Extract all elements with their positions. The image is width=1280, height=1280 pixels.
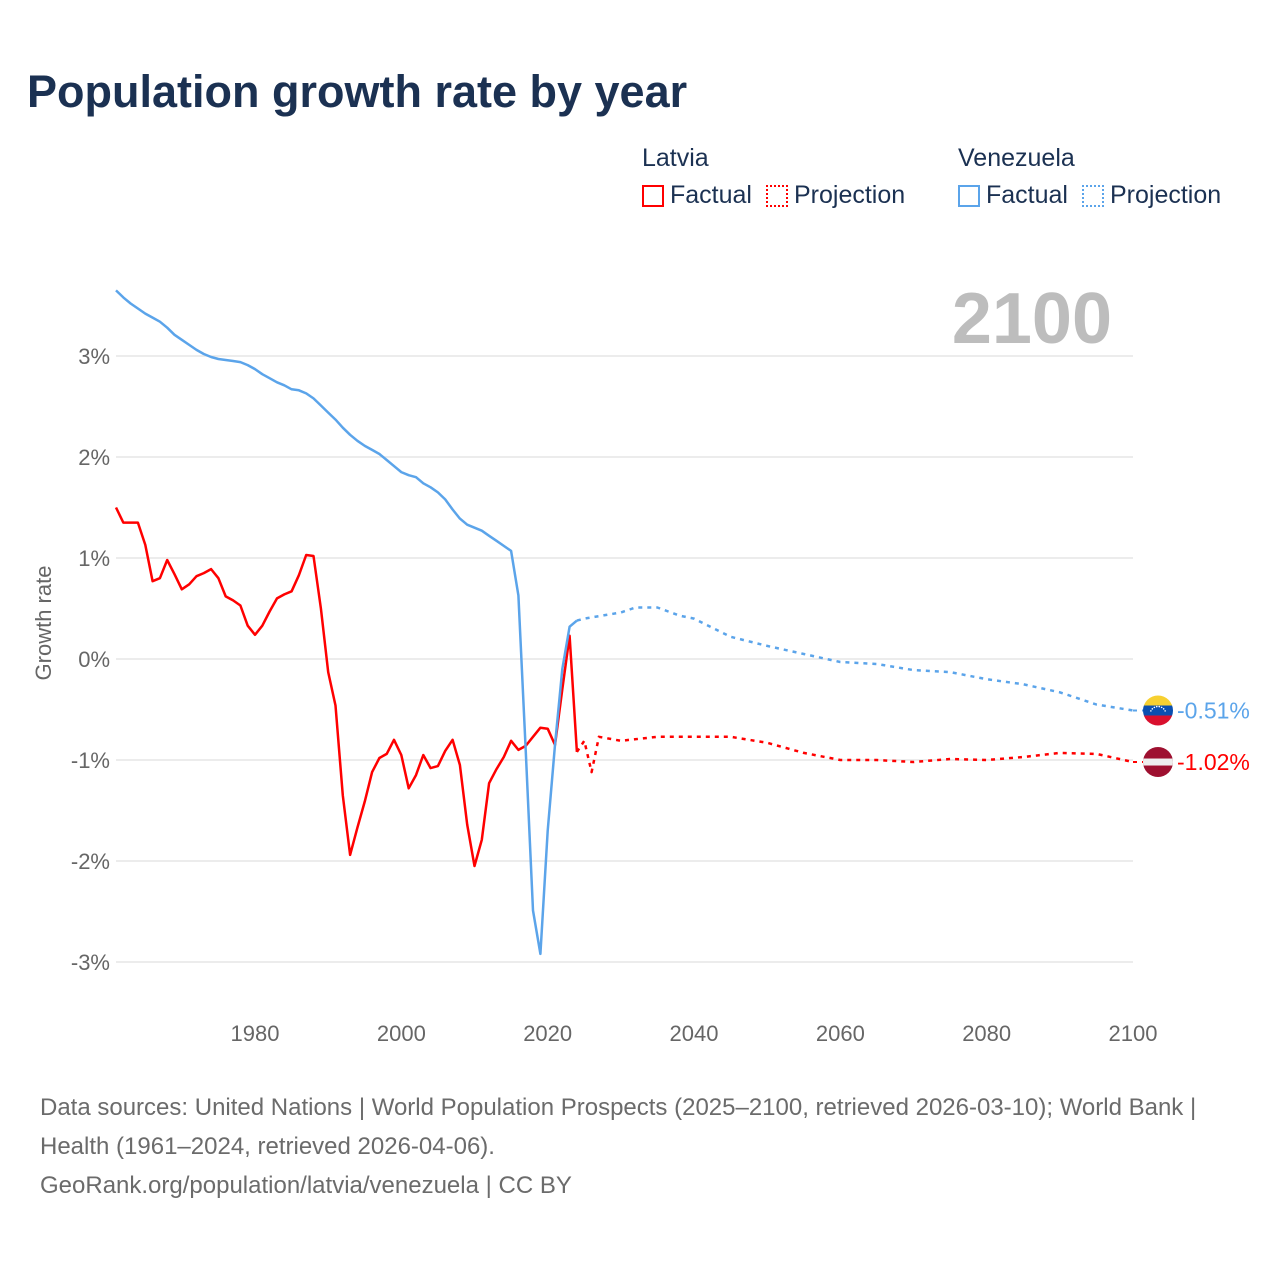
flag-body (1143, 747, 1173, 778)
flag-stripe (1143, 705, 1173, 716)
x-tick-label: 2100 (1109, 1021, 1158, 1046)
series-line-venezuela-factual (115, 289, 578, 956)
series-line-venezuela-projection (576, 606, 1134, 712)
y-tick-label: -1% (71, 748, 110, 773)
end-value-label: -1.02% (1177, 749, 1250, 775)
y-tick-label: 3% (78, 344, 110, 369)
x-tick-label: 2020 (523, 1021, 572, 1046)
legend-country-label: Venezuela (958, 144, 1075, 172)
legend-swatch-dotted (765, 184, 788, 207)
flag-star (1160, 706, 1163, 709)
flag-star (1164, 710, 1166, 712)
legend-venezuela-factual[interactable]: Factual (958, 181, 1068, 210)
x-tick-label: 2080 (962, 1021, 1011, 1046)
credit-link[interactable]: GeoRank.org/population/latvia/venezuela … (40, 1172, 572, 1199)
end-value-label: -0.51% (1177, 698, 1250, 724)
legend-swatch-dotted (1081, 184, 1104, 207)
legend-swatch-solid (958, 184, 980, 207)
legend-latvia-projection[interactable]: Projection (765, 181, 906, 210)
legend-venezuela: Venezuela Factual Projection (958, 144, 1221, 210)
flag-star (1162, 708, 1165, 710)
y-tick-label: -2% (71, 849, 110, 874)
latvia-flag-icon (1143, 747, 1173, 778)
legend-label: Factual (670, 181, 752, 209)
flag-star (1151, 708, 1154, 710)
legend-label: Factual (986, 181, 1068, 209)
y-tick-label: 0% (78, 647, 110, 672)
y-tick-label: 2% (78, 445, 110, 470)
legend-country-label: Latvia (642, 144, 709, 172)
legend-latvia-factual[interactable]: Factual (642, 181, 752, 210)
legend-swatch-solid (642, 184, 664, 207)
legend-label: Projection (1109, 181, 1222, 209)
y-tick-label: 1% (78, 546, 110, 571)
legend-venezuela-projection[interactable]: Projection (1081, 181, 1222, 210)
data-sources: Data sources: United Nations | World Pop… (40, 1094, 1197, 1160)
flag-stripe (1143, 715, 1173, 726)
flag-stripe (1143, 695, 1173, 706)
flag-star (1150, 710, 1152, 712)
flag-star (1158, 705, 1161, 708)
legend-latvia: Latvia Factual Projection (642, 144, 905, 210)
x-tick-label: 1980 (231, 1021, 280, 1046)
flag-stripe (1143, 758, 1173, 766)
legend-label: Projection (793, 181, 906, 209)
series-line-latvia-projection (575, 735, 1134, 774)
x-tick-label: 2040 (670, 1021, 719, 1046)
chart-title: Population growth rate by year (27, 66, 688, 117)
venezuela-flag-icon (1143, 695, 1173, 726)
current-year-label: 2100 (952, 279, 1112, 359)
x-tick-label: 2060 (816, 1021, 865, 1046)
line-chart: 2100 Growth rate 3% 2% 1% 0% -1% -2% -3% 1980 20… (31, 279, 1250, 1046)
flag-star (1153, 706, 1156, 709)
series-line-latvia-factual (114, 506, 579, 868)
y-tick-label: -3% (71, 950, 110, 975)
x-tick-label: 2000 (377, 1021, 426, 1046)
y-axis-label: Growth rate (31, 566, 56, 681)
flag-body (1143, 695, 1173, 726)
flag-star (1155, 705, 1158, 708)
footer: Data sources: United Nations | World Pop… (40, 1088, 1240, 1205)
